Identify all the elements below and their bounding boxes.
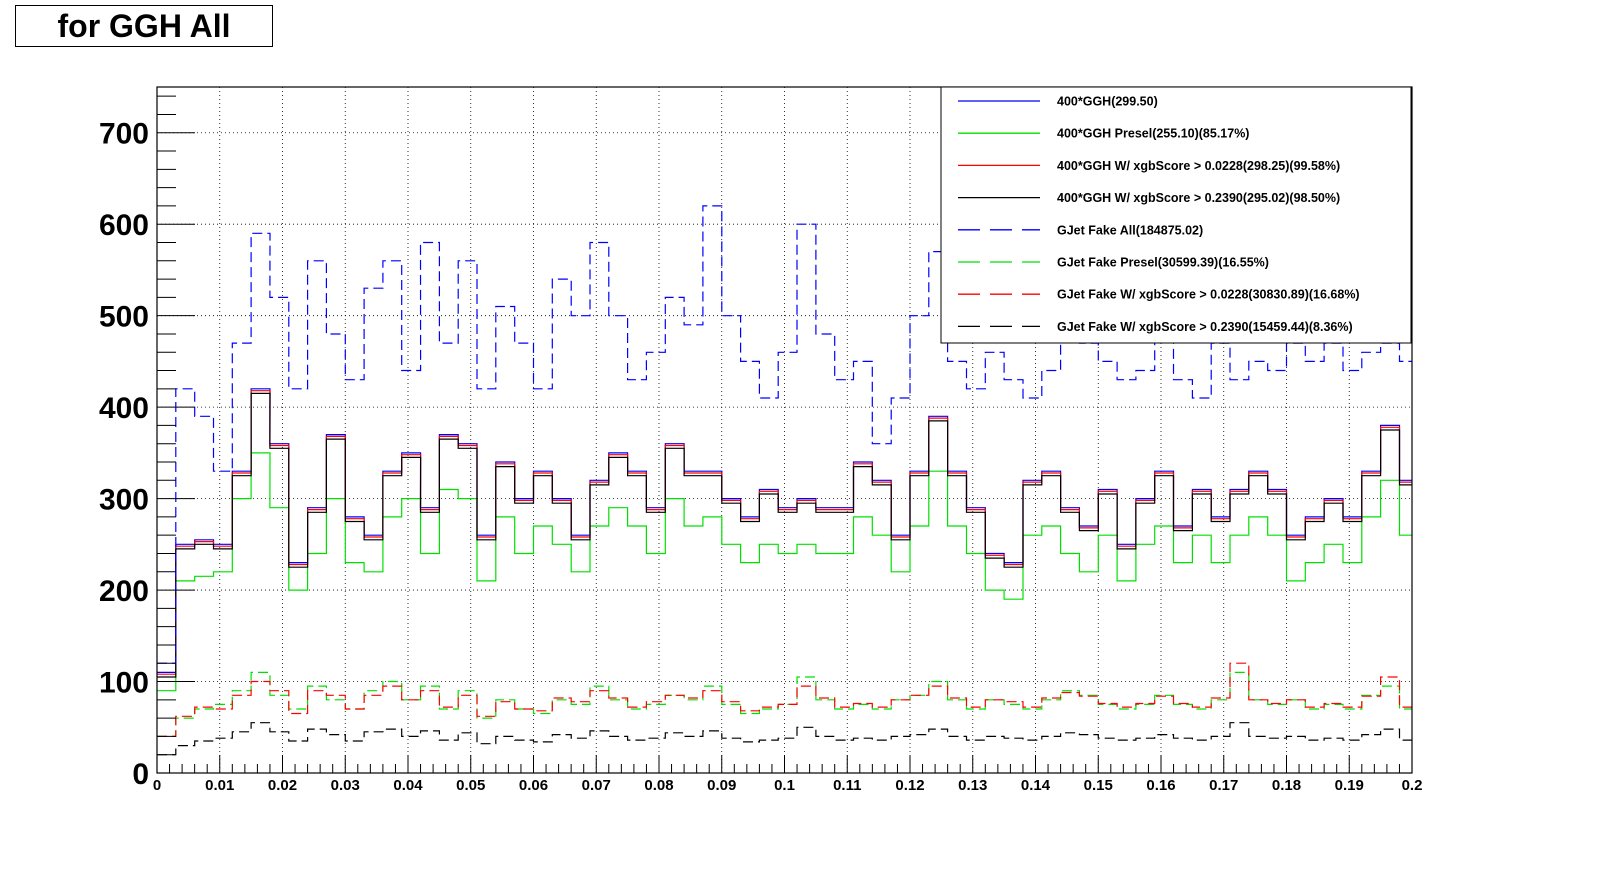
chart-title-box: for GGH All: [15, 5, 273, 47]
legend-entry: GJet Fake Presel(30599.39)(16.55%): [1057, 256, 1269, 270]
y-tick-label: 600: [99, 209, 149, 242]
x-tick-label: 0.04: [393, 777, 423, 794]
series-line-8: [157, 722, 1412, 756]
chart-title: for GGH All: [57, 7, 231, 44]
x-tick-label: 0.19: [1335, 777, 1364, 794]
y-tick-label: 400: [99, 392, 149, 425]
y-tick-label: 200: [99, 575, 149, 608]
x-tick-label: 0.18: [1272, 777, 1301, 794]
y-tick-label: 700: [99, 118, 149, 151]
axis-ticks: 0 0.01 0.02 0.03 0.04 0.05 0.06 0.07 0.08 0.09 0.1…: [99, 95, 1423, 794]
legend-entry: 400*GGH W/ xgbScore > 0.2390(295.02)(98.…: [1057, 191, 1340, 205]
x-tick-label: 0.11: [833, 777, 861, 794]
series-line-6: [157, 671, 1412, 737]
series-line-7: [157, 662, 1412, 737]
y-tick-label: 500: [99, 301, 149, 334]
x-tick-label: 0.13: [958, 777, 987, 794]
x-tick-label: 0.14: [1021, 777, 1051, 794]
x-tick-label: 0.05: [456, 777, 485, 794]
y-tick-label: 0: [132, 758, 149, 791]
x-tick-label: 0.08: [644, 777, 673, 794]
y-tick-label: 300: [99, 484, 149, 517]
x-tick-label: 0.16: [1146, 777, 1175, 794]
legend-entry: 400*GGH(299.50): [1057, 95, 1158, 109]
legend-box: [940, 86, 1412, 344]
legend-entry: 400*GGH W/ xgbScore > 0.0228(298.25)(99.…: [1057, 159, 1340, 173]
legend: 400*GGH(299.50) 400*GGH Presel(255.10)(85…: [940, 86, 1412, 344]
x-tick-label: 0.02: [268, 777, 297, 794]
x-tick-label: 0.03: [331, 777, 360, 794]
x-tick-label: 0.12: [895, 777, 924, 794]
x-tick-label: 0.07: [582, 777, 611, 794]
series-line-5: [157, 205, 1412, 664]
x-tick-label: 0.17: [1209, 777, 1238, 794]
y-tick-label: 100: [99, 667, 149, 700]
x-tick-label: 0.15: [1084, 777, 1113, 794]
x-tick-label: 0.06: [519, 777, 548, 794]
legend-entry: GJet Fake All(184875.02): [1057, 223, 1203, 237]
x-tick-label: 0.1: [774, 777, 795, 794]
series-line-4: [157, 392, 1412, 678]
x-tick-label: 0.01: [205, 777, 234, 794]
series-line-2: [157, 452, 1412, 692]
x-tick-label: 0.2: [1402, 777, 1423, 794]
legend-entry: GJet Fake W/ xgbScore > 0.2390(15459.44)…: [1057, 320, 1353, 334]
legend-entry: 400*GGH Presel(255.10)(85.17%): [1057, 127, 1249, 141]
legend-entry: GJet Fake W/ xgbScore > 0.0228(30830.89)…: [1057, 288, 1360, 302]
series-group: [157, 205, 1412, 756]
x-tick-label: 0.09: [707, 777, 736, 794]
x-tick-label: 0: [153, 777, 161, 794]
